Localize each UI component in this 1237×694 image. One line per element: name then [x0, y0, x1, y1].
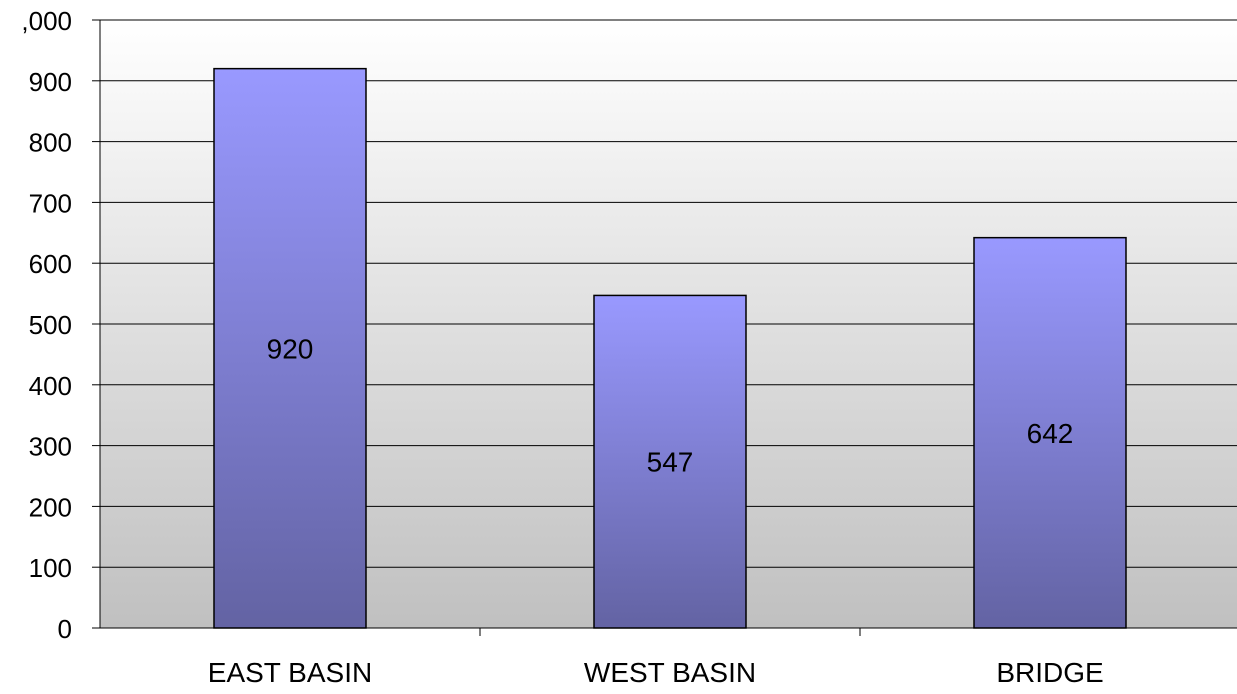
y-tick-label: 400	[29, 371, 72, 401]
data-labels: 920 547 642	[267, 333, 1074, 477]
y-tick-label: 100	[29, 553, 72, 583]
data-label: 642	[1027, 418, 1074, 449]
y-tick-label: ,000	[21, 6, 72, 36]
bar-west-basin	[593, 294, 747, 629]
data-label: 547	[647, 447, 694, 478]
y-tick-label: 0	[58, 614, 72, 644]
y-tick-label: 900	[29, 67, 72, 97]
bars	[213, 67, 1127, 629]
bar-bridge	[973, 236, 1127, 629]
y-tick-label: 600	[29, 249, 72, 279]
y-tick-label: 200	[29, 492, 72, 522]
x-axis-tick-labels: EAST BASIN WEST BASIN BRIDGE	[208, 657, 1104, 688]
y-tick-label: 800	[29, 128, 72, 158]
x-tick-label: EAST BASIN	[208, 657, 372, 688]
y-axis-tick-labels: 0 100 200 300 400 500 600 700 800 900 ,000	[21, 6, 72, 644]
bar-east-basin	[213, 67, 367, 629]
y-tick-label: 300	[29, 432, 72, 462]
x-tick-label: BRIDGE	[996, 657, 1103, 688]
y-tick-label: 700	[29, 188, 72, 218]
data-label: 920	[267, 333, 314, 364]
y-tick-label: 500	[29, 310, 72, 340]
x-tick-label: WEST BASIN	[584, 657, 756, 688]
